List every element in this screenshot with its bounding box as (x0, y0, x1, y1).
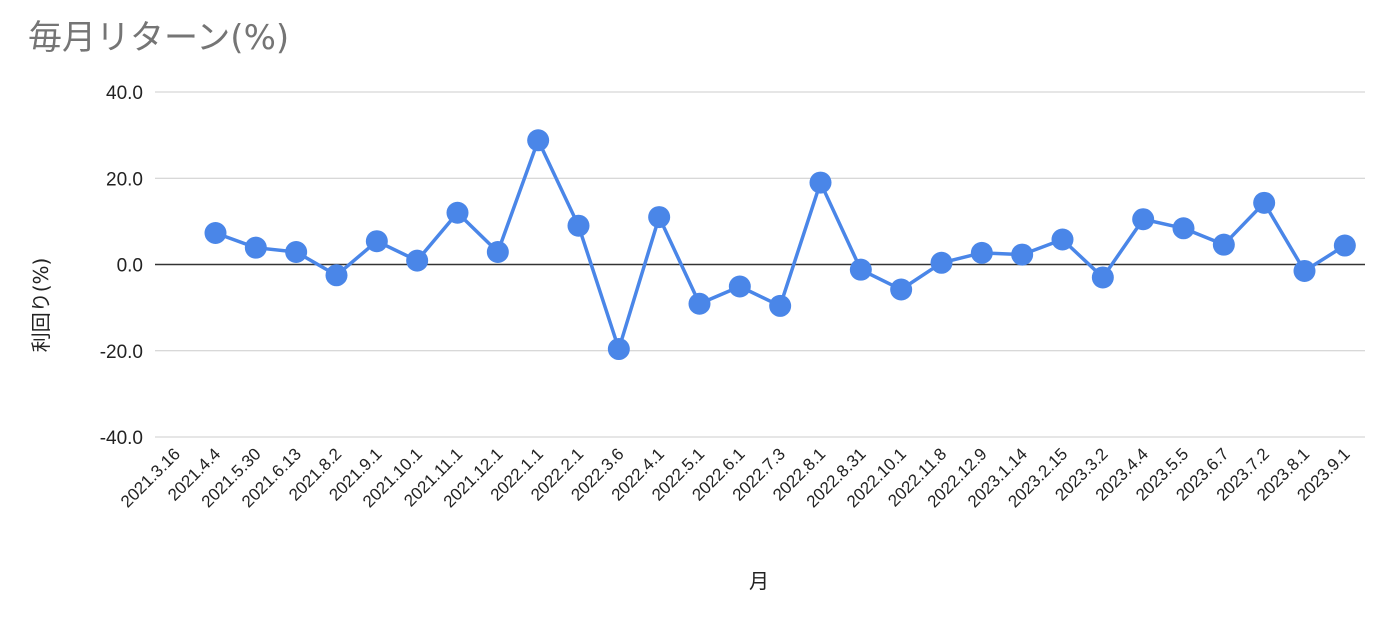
data-point (1091, 266, 1114, 289)
y-tick-label: 20.0 (106, 169, 143, 190)
y-tick-label: 40.0 (106, 83, 143, 104)
data-point (849, 258, 872, 281)
data-point (1293, 259, 1316, 282)
data-point (1051, 228, 1074, 251)
data-point (1132, 208, 1155, 231)
data-point (809, 171, 832, 194)
chart-title: 毎月リターン(%) (28, 18, 290, 58)
data-point (1172, 217, 1195, 240)
data-point (1253, 191, 1276, 214)
series-return (204, 129, 1356, 361)
data-point (1212, 233, 1235, 256)
y-tick-label: 0.0 (117, 256, 143, 277)
data-point (244, 236, 267, 259)
grid-lines (155, 91, 1365, 438)
data-point (930, 251, 953, 274)
data-point (1011, 243, 1034, 266)
data-point (204, 222, 227, 245)
data-point (325, 264, 348, 287)
data-point (1333, 234, 1356, 257)
y-axis-title: 利回り(%) (29, 258, 53, 353)
data-point (285, 240, 308, 263)
data-point (688, 292, 711, 315)
x-axis-ticks: 2021.3.162021.4.42021.5.302021.6.132021.… (117, 444, 1354, 511)
data-point (607, 338, 630, 361)
data-point (486, 240, 509, 263)
data-point (970, 241, 993, 264)
data-point (365, 230, 388, 253)
data-point (406, 249, 429, 272)
x-axis-title: 月 (749, 569, 769, 593)
data-point (446, 201, 469, 224)
data-point (567, 214, 590, 237)
y-tick-label: -40.0 (100, 428, 143, 449)
data-point (728, 275, 751, 298)
data-point (769, 294, 792, 317)
y-axis-ticks: 40.0 20.0 0.0 -20.0 -40.0 (100, 83, 143, 449)
data-point (527, 129, 550, 152)
data-point (890, 278, 913, 301)
y-tick-label: -20.0 (100, 342, 143, 363)
data-point (648, 206, 671, 229)
